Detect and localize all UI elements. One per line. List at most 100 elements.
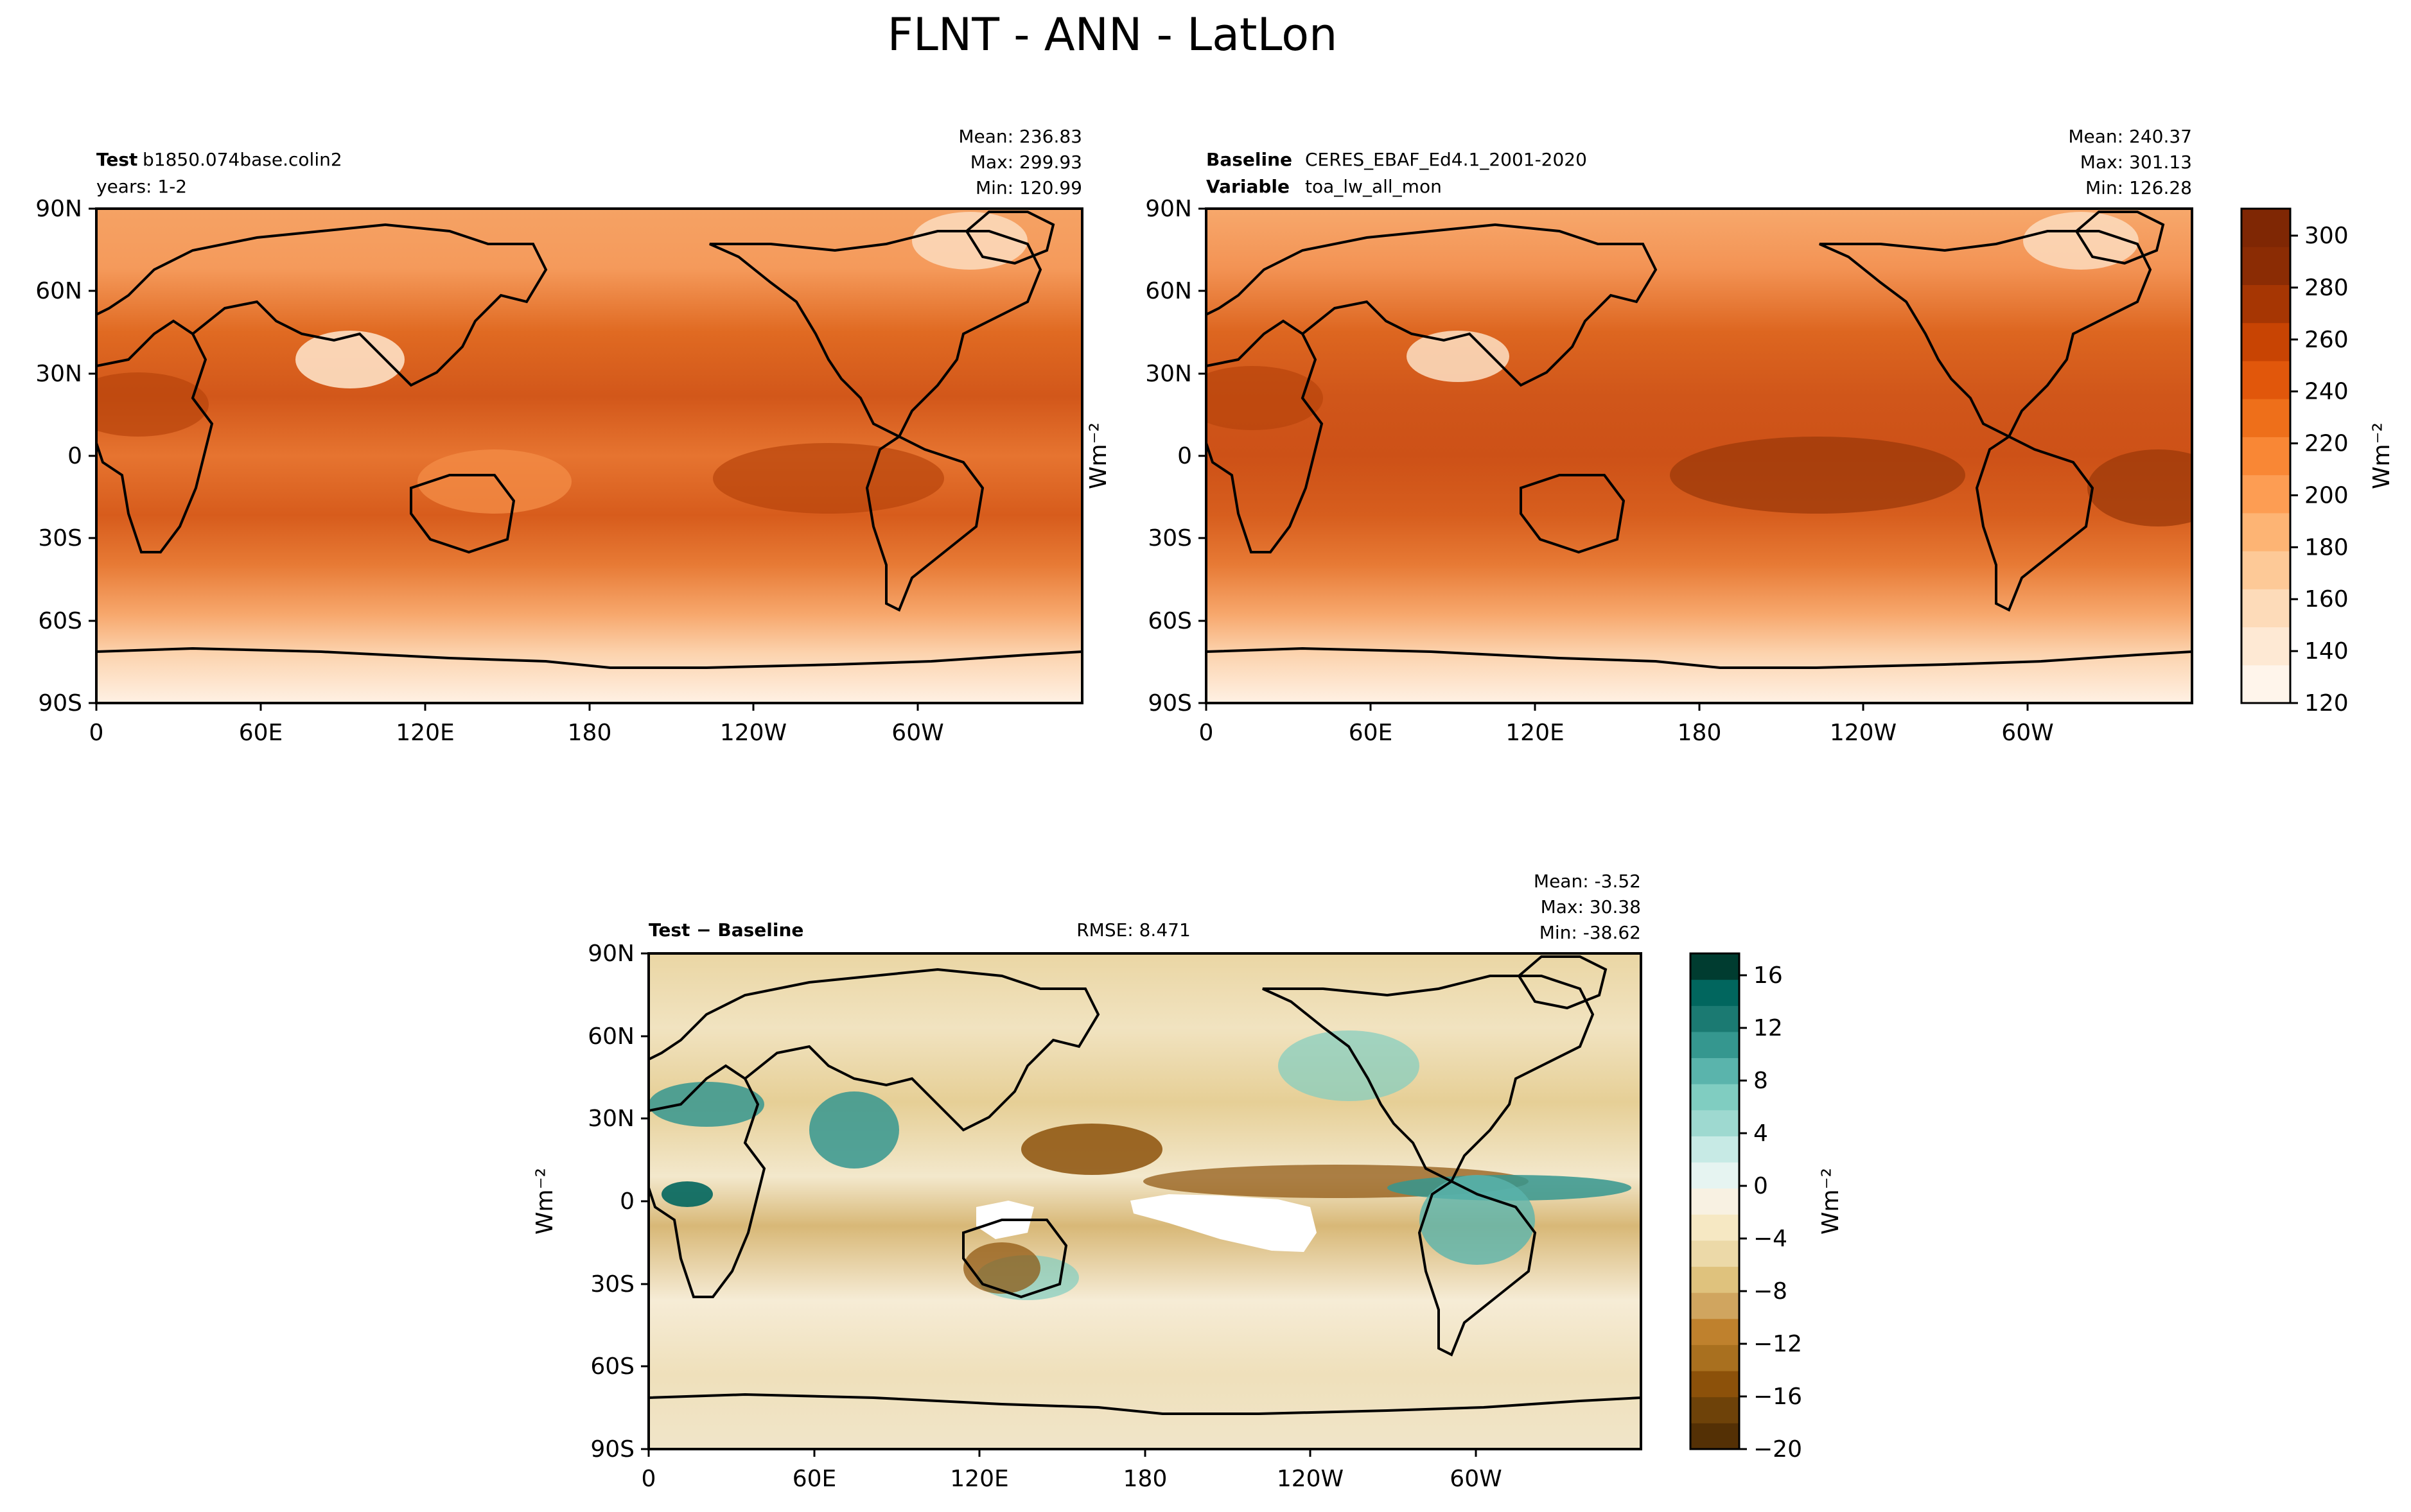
colorbar-diff-swatch: [1690, 1344, 1739, 1371]
colorbar-diff-swatch: [1690, 1162, 1739, 1189]
test-map-anomaly: [912, 212, 1028, 270]
lon-tick-label: 120W: [720, 720, 787, 746]
baseline-map-anomaly: [1206, 366, 1323, 430]
lon-tick-label: 0: [1199, 720, 1214, 746]
test-lon-ticks: 0 60E 120E 180 120W 60W: [89, 703, 944, 746]
test-map-anomaly: [295, 331, 405, 388]
colorbar-top-swatch: [2241, 627, 2290, 666]
colorbar-diff-swatch: [1690, 1109, 1739, 1136]
test-map: [96, 209, 1082, 703]
colorbar-top-tick-label: 160: [2304, 586, 2349, 613]
lon-tick-label: 60E: [793, 1466, 837, 1492]
baseline-map-anomaly: [1407, 331, 1509, 382]
test-label-bold: Test: [96, 149, 137, 170]
colorbar-diff-tick-label: −12: [1753, 1331, 1802, 1357]
colorbar-top-swatch: [2241, 399, 2290, 437]
baseline-label-bold: Baseline: [1206, 149, 1292, 170]
test-years: years: 1-2: [96, 176, 187, 197]
colorbar-top-swatch: [2241, 589, 2290, 628]
colorbar-top-swatch: [2241, 474, 2290, 514]
colorbar-diff-tick-label: 16: [1753, 962, 1783, 989]
diff-rmse: RMSE: 8.471: [1076, 919, 1191, 941]
lon-tick-label: 0: [642, 1466, 656, 1492]
colorbar-diff-swatch: [1690, 1084, 1739, 1111]
test-min: Min: 120.99: [976, 177, 1082, 198]
colorbar-diff-swatch: [1690, 979, 1739, 1006]
colorbar-diff-swatch: [1690, 1240, 1739, 1267]
colorbar-top-swatch: [2241, 551, 2290, 589]
diff-label: Test − Baseline: [649, 919, 803, 941]
test-map-field: [96, 209, 1082, 703]
baseline-mean: Mean: 240.37: [2068, 126, 2192, 147]
lat-tick-label: 0: [67, 443, 82, 469]
diff-lon-ticks: 0 60E 120E 180 120W 60W: [642, 1449, 1502, 1492]
baseline-map-anomaly: [2023, 212, 2139, 270]
diff-map: [649, 953, 1641, 1449]
colorbar-diff-tick-label: −20: [1753, 1436, 1802, 1463]
colorbar-top-tick-label: 240: [2304, 379, 2349, 405]
colorbar-top-swatch: [2241, 322, 2290, 361]
lat-tick-label: 90N: [588, 941, 635, 967]
lon-tick-label: 180: [1123, 1466, 1168, 1492]
lat-tick-label: 90S: [1148, 690, 1192, 717]
colorbar-top-tick-label: 180: [2304, 534, 2349, 560]
colorbar-top-tick-label: 260: [2304, 327, 2349, 353]
diff-max: Max: 30.38: [1541, 896, 1641, 917]
lat-tick-label: 60S: [590, 1353, 635, 1380]
colorbar-top-tick-label: 300: [2304, 223, 2349, 249]
baseline-ylabel: Wm⁻²: [1085, 422, 1112, 489]
colorbar-diff-swatch: [1690, 1266, 1739, 1293]
baseline-map-coastlines: [1206, 211, 2192, 669]
colorbar-diff-tick-label: −16: [1753, 1384, 1802, 1410]
baseline-map-anomaly: [2087, 449, 2192, 526]
lat-tick-label: 30N: [1145, 361, 1192, 387]
colorbar-top-tick-label: 120: [2304, 690, 2349, 717]
colorbar-diff-frame: [1689, 952, 1740, 1450]
colorbar-diff-swatch: [1690, 1188, 1739, 1215]
colorbar-top-swatch: [2241, 512, 2290, 552]
test-map-anomaly: [417, 449, 572, 514]
lat-tick-label: 0: [620, 1188, 635, 1215]
colorbar-top-tick-label: 200: [2304, 482, 2349, 508]
diff-map-anomaly: [649, 1082, 764, 1127]
lat-tick-label: 30S: [590, 1271, 635, 1298]
diff-map-anomaly: [1419, 1175, 1535, 1265]
lat-tick-label: 90S: [590, 1436, 635, 1463]
lat-tick-label: 90N: [35, 196, 82, 222]
lon-tick-label: 0: [89, 720, 104, 746]
baseline-lon-ticks: 0 60E 120E 180 120W 60W: [1199, 703, 2054, 746]
diff-map-missing-area: [1130, 1194, 1317, 1252]
diff-map-coastlines: [649, 955, 1641, 1415]
lat-tick-label: 30S: [1148, 525, 1192, 552]
colorbar-diff-tick-label: 8: [1753, 1068, 1768, 1094]
test-map-coastlines: [96, 211, 1082, 669]
colorbar-top-swatch: [2241, 247, 2290, 285]
test-mean: Mean: 236.83: [958, 126, 1082, 147]
diff-ylabel: Wm⁻²: [532, 1168, 558, 1235]
diff-mean: Mean: -3.52: [1534, 871, 1641, 892]
colorbar-top-swatches: [2241, 209, 2290, 704]
colorbar-diff-swatch: [1690, 1318, 1739, 1345]
lon-tick-label: 180: [568, 720, 612, 746]
figure-title: FLNT - ANN - LatLon: [888, 8, 1338, 61]
lon-tick-label: 120E: [950, 1466, 1008, 1492]
lat-tick-label: 60N: [1145, 278, 1192, 304]
colorbar-diff-swatches: [1690, 953, 1739, 1450]
diff-map-anomaly: [1021, 1124, 1162, 1175]
colorbar-diff-swatch: [1690, 1292, 1739, 1319]
colorbar-diff-label: Wm⁻²: [1818, 1168, 1844, 1235]
variable-label-value: toa_lw_all_mon: [1305, 176, 1442, 197]
colorbar-top-tick-label: 220: [2304, 431, 2349, 457]
colorbar-diff-swatch: [1690, 1057, 1739, 1084]
colorbar-diff-swatch: [1690, 1371, 1739, 1398]
lon-tick-label: 120E: [1505, 720, 1564, 746]
lat-tick-label: 60S: [1148, 608, 1192, 634]
test-label-value: b1850.074base.colin2: [143, 149, 342, 170]
lat-tick-label: 30N: [35, 361, 82, 387]
colorbar-top-frame: [2240, 207, 2292, 704]
variable-label-bold: Variable: [1206, 176, 1290, 197]
lon-tick-label: 60W: [2001, 720, 2053, 746]
lon-tick-label: 60W: [1450, 1466, 1502, 1492]
colorbar-diff-tick-label: 4: [1753, 1120, 1768, 1147]
colorbar-diff-tick-label: −8: [1753, 1278, 1787, 1305]
